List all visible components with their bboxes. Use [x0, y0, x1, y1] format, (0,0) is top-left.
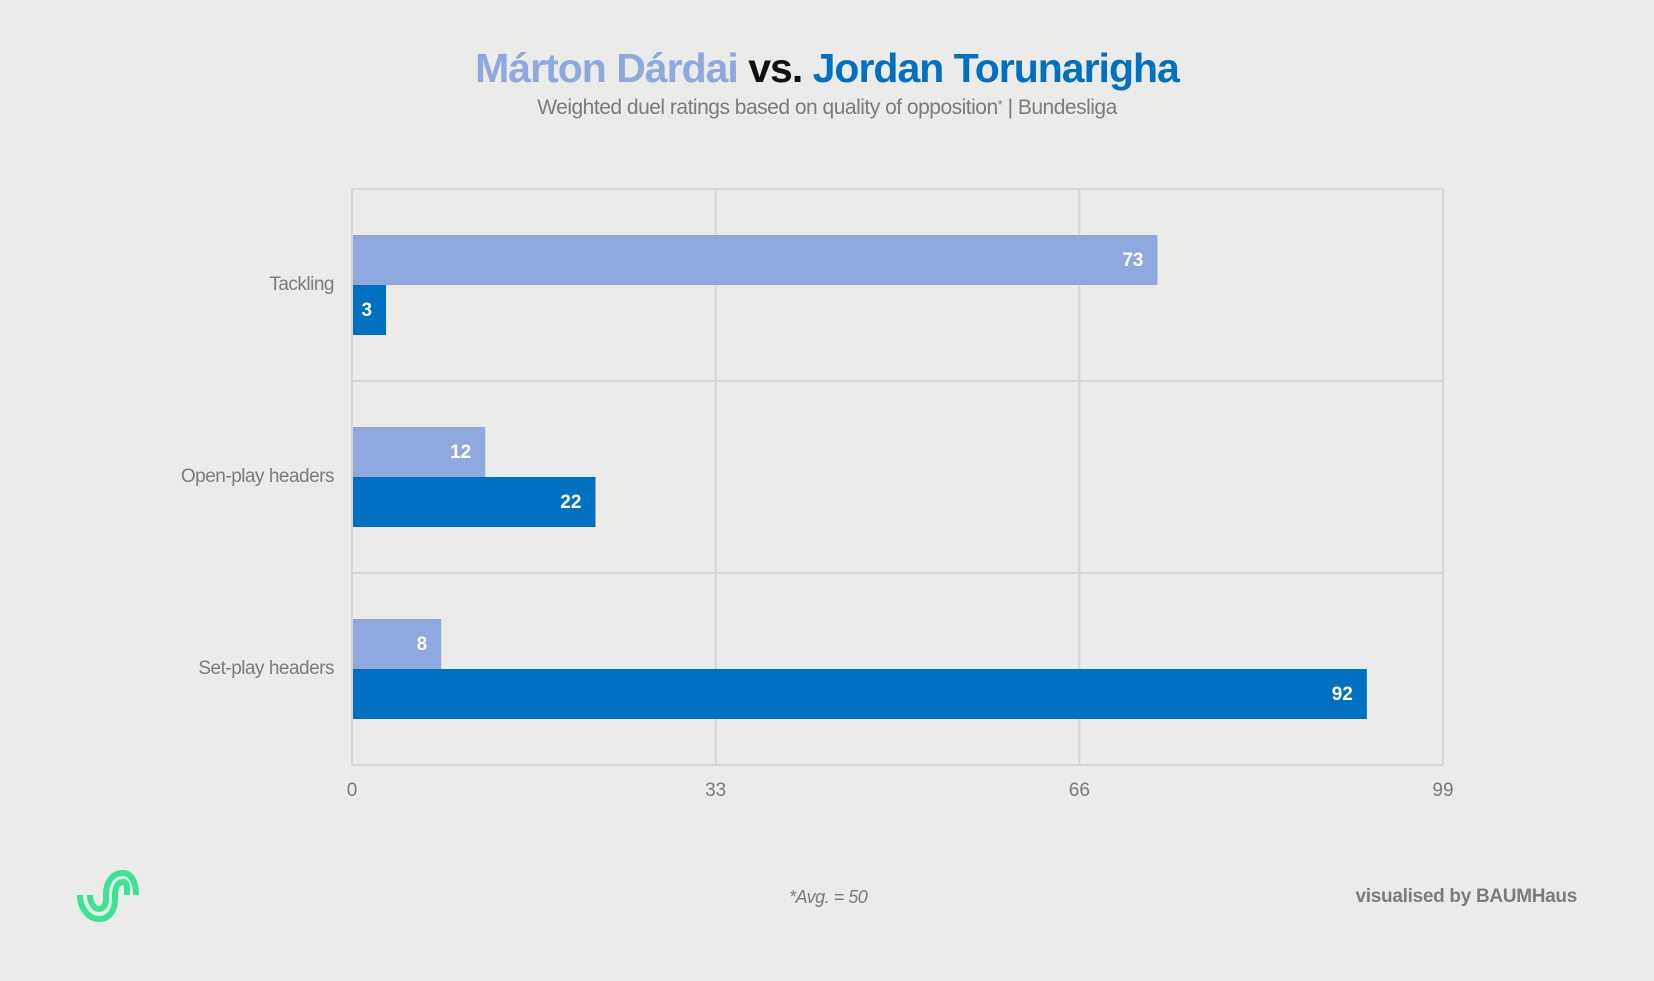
bar-player1 — [353, 619, 442, 669]
player2-name: Jordan Torunarigha — [812, 45, 1180, 91]
x-tick-label: 66 — [1069, 780, 1090, 801]
baumhaus-logo-icon — [77, 869, 139, 923]
bar-player2 — [353, 285, 387, 335]
subtitle-league: | Bundesliga — [1007, 96, 1118, 119]
bar-value-label: 73 — [1122, 250, 1143, 271]
chart-title: Márton Dárdai vs. Jordan Torunarigha — [0, 42, 1654, 94]
player1-name: Márton Dárdai — [475, 45, 739, 91]
bar-player2 — [353, 669, 1367, 719]
bar-value-label: 12 — [450, 442, 471, 463]
bar-value-label: 8 — [417, 634, 428, 655]
x-tick-label: 33 — [705, 780, 726, 801]
bar-player2 — [353, 477, 596, 527]
x-tick-label: 99 — [1432, 780, 1453, 801]
bar-value-label: 92 — [1332, 684, 1353, 705]
credit: visualised by BAUMHaus — [1355, 886, 1578, 907]
chart-subtitle: Weighted duel ratings based on quality o… — [0, 96, 1654, 120]
subtitle-asterisk: * — [997, 97, 1003, 112]
versus-label: vs. — [748, 45, 803, 91]
category-label: Open-play headers — [181, 466, 334, 487]
bar-player1 — [353, 427, 486, 477]
x-tick-label: 0 — [347, 780, 358, 801]
footnote: *Avg. = 50 — [789, 887, 868, 907]
bar-player1 — [353, 235, 1158, 285]
subtitle-text: Weighted duel ratings based on quality o… — [537, 96, 998, 119]
category-label: Set-play headers — [198, 658, 334, 679]
bar-value-label: 3 — [361, 300, 372, 321]
bar-value-label: 22 — [560, 492, 581, 513]
category-label: Tackling — [269, 274, 334, 295]
